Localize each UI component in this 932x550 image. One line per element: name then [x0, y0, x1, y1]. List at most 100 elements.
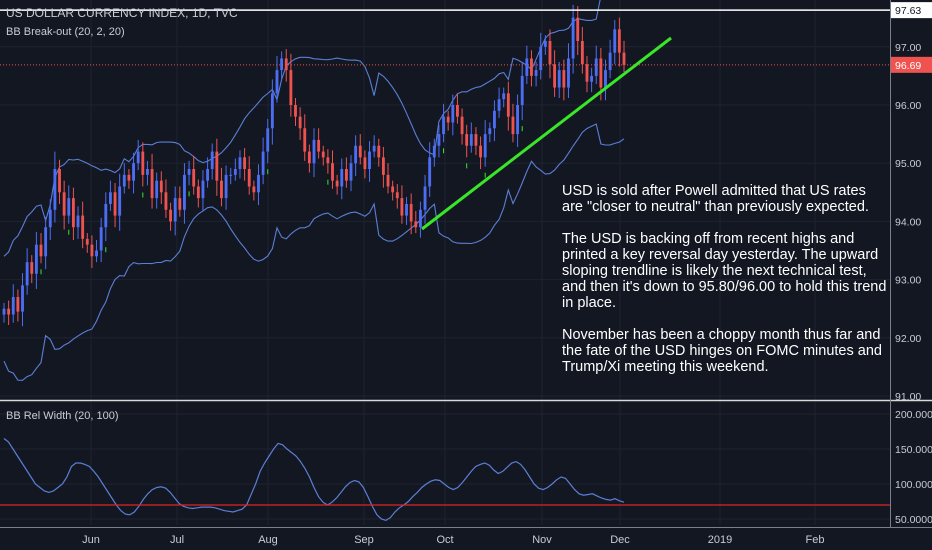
candle-body: [446, 116, 450, 123]
candle-body: [585, 64, 589, 82]
indicator-tick-label: 150.0000: [895, 444, 932, 456]
candle-body: [53, 169, 57, 210]
candle-body: [613, 29, 617, 53]
candle-body: [391, 186, 395, 193]
candle-body: [196, 186, 200, 199]
candle-body: [104, 203, 108, 228]
candle-body: [39, 244, 43, 257]
candle-body: [238, 157, 242, 170]
y-tick-label: 96.00: [895, 100, 921, 112]
candle-body: [270, 93, 274, 129]
candle-body: [71, 198, 75, 228]
candle-body: [599, 58, 603, 88]
lower-band: [3, 123, 625, 381]
candle-body: [571, 17, 575, 59]
candle-body: [169, 209, 172, 222]
x-tick-label: Jun: [82, 534, 100, 546]
candle-body: [210, 151, 214, 170]
note-paragraph-3: November has been a choppy month thus fa…: [562, 327, 882, 375]
candle-body: [224, 174, 228, 199]
candle-body: [479, 145, 482, 158]
candle-body: [428, 157, 432, 187]
candle-body: [164, 192, 168, 210]
x-tick-label: Sep: [354, 534, 374, 546]
candle-body: [465, 134, 469, 146]
candle-body: [252, 186, 256, 193]
candle-body: [331, 163, 334, 181]
candle-body: [363, 157, 367, 170]
candle-body: [30, 262, 34, 274]
x-tick-label: Jul: [170, 534, 184, 546]
candle-body: [580, 40, 584, 65]
candle-body: [349, 163, 353, 181]
candle-body: [11, 297, 15, 315]
y-tick-label: 93.00: [895, 275, 921, 287]
candle-body: [76, 215, 80, 228]
candle-body: [229, 174, 233, 176]
candle-body: [557, 70, 561, 88]
candle-body: [7, 308, 11, 315]
note-paragraph-1: USD is sold after Powell admitted that U…: [562, 183, 869, 215]
candle-body: [604, 70, 607, 88]
candle-body: [247, 169, 251, 187]
candle-body: [502, 93, 506, 100]
candle-body: [354, 145, 358, 164]
candle-body: [567, 58, 570, 88]
candle-body: [62, 192, 66, 216]
candle-body: [594, 58, 598, 76]
candle-body: [358, 145, 362, 158]
bb-width-line: [3, 438, 625, 522]
overlays: [0, 9, 890, 522]
candle-body: [511, 116, 515, 135]
candle-body: [118, 186, 122, 216]
high-price-label: 97.63: [895, 5, 921, 17]
candle-body: [206, 169, 210, 181]
candle-body: [335, 180, 339, 187]
candle-body: [608, 52, 612, 71]
candle-body: [386, 174, 390, 187]
y-tick-label: 97.00: [895, 42, 921, 54]
candle-body: [400, 198, 404, 216]
candle-body: [409, 203, 413, 222]
candle-body: [534, 70, 538, 76]
indicator-tick-label: 100.0000: [895, 479, 932, 491]
candle-body: [483, 134, 487, 158]
indicator-tick-label: 50.0000: [895, 514, 932, 526]
candle-body: [275, 70, 279, 94]
candle-body: [146, 169, 149, 175]
indicator-main-label: BB Break-out (20, 2, 20): [6, 26, 125, 38]
candle-body: [159, 180, 163, 193]
candle-body: [85, 238, 89, 245]
candle-body: [548, 40, 552, 65]
candle-body: [344, 169, 348, 181]
candle-body: [298, 116, 302, 129]
candle-body: [418, 209, 422, 228]
y-tick-label: 92.00: [895, 333, 921, 345]
candle-body: [442, 116, 445, 135]
candle-body: [280, 58, 284, 71]
candle-body: [178, 198, 182, 210]
candle-body: [136, 151, 140, 164]
candle-body: [381, 157, 385, 175]
candle-body: [58, 169, 61, 193]
candle-body: [215, 151, 219, 181]
candle-body: [127, 174, 131, 181]
candle-body: [368, 151, 371, 170]
bollinger-bands: [3, 0, 625, 381]
candle-body: [99, 227, 103, 251]
candle-body: [261, 151, 265, 175]
candle-body: [432, 145, 436, 158]
high-price-tag: [891, 2, 932, 19]
candle-body: [493, 110, 496, 129]
candle-body: [67, 198, 71, 216]
candle-body: [474, 134, 478, 146]
last-price-label: 96.69: [895, 60, 921, 72]
candle-body: [622, 52, 626, 65]
candle-body: [284, 58, 288, 71]
x-tick-label: Aug: [258, 534, 278, 546]
candle-body: [516, 105, 520, 135]
candle-body: [150, 169, 154, 199]
candle-body: [340, 169, 344, 187]
